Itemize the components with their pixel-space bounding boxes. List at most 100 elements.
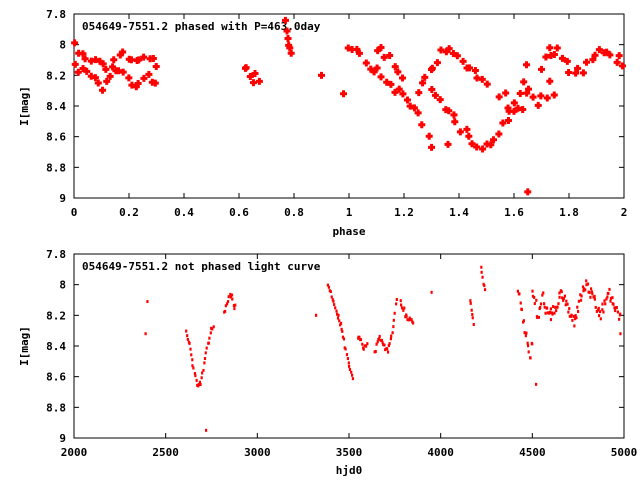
data-point: [351, 373, 354, 377]
data-point: [611, 296, 614, 300]
data-point: [555, 309, 558, 313]
data-point: [557, 302, 560, 306]
y-axis-label: I[mag]: [18, 326, 31, 366]
data-point: [336, 312, 339, 316]
data-point: [189, 347, 192, 351]
data-point: [134, 79, 142, 87]
y-tick-label: 8.2: [46, 69, 66, 82]
data-point: [400, 306, 404, 310]
data-point: [191, 364, 194, 368]
x-tick-label: 0.2: [119, 206, 139, 219]
data-point: [391, 88, 399, 96]
data-point: [347, 364, 351, 368]
data-point: [377, 73, 385, 81]
data-point: [473, 74, 481, 82]
data-point: [377, 44, 385, 52]
data-point: [383, 343, 386, 347]
data-point: [394, 68, 402, 76]
data-point: [419, 79, 427, 87]
data-point: [225, 302, 229, 306]
data-point: [202, 368, 205, 372]
x-tick-label: 2500: [152, 446, 179, 459]
data-point: [374, 349, 377, 353]
data-point: [520, 78, 528, 86]
y-tick-label: 8.6: [46, 131, 66, 144]
data-point: [350, 370, 353, 374]
data-point: [483, 140, 491, 148]
data-point: [200, 376, 203, 380]
data-point: [374, 47, 382, 55]
data-point: [373, 64, 381, 72]
data-point: [92, 56, 100, 64]
data-point: [414, 109, 422, 117]
data-point: [281, 16, 289, 24]
data-point: [359, 338, 363, 342]
data-point: [140, 53, 148, 61]
data-point: [425, 132, 433, 140]
data-point: [469, 301, 472, 305]
data-point: [487, 141, 495, 149]
data-point: [520, 308, 523, 312]
data-point: [404, 315, 407, 319]
plot-frame: [73, 253, 625, 439]
data-point: [612, 302, 615, 306]
data-point: [96, 57, 104, 65]
data-point: [224, 309, 227, 313]
data-point: [543, 302, 546, 306]
data-point: [550, 50, 558, 58]
data-point: [459, 57, 467, 65]
data-point: [188, 341, 191, 345]
x-tick-label: 1: [346, 206, 353, 219]
data-point: [536, 315, 539, 319]
data-point: [393, 311, 396, 315]
y-tick-label: 9: [59, 192, 66, 205]
data-point: [336, 316, 340, 320]
data-point: [483, 288, 487, 292]
data-point: [558, 54, 566, 62]
data-point: [603, 48, 611, 56]
data-point: [229, 292, 232, 296]
data-point: [495, 130, 503, 138]
data-point: [127, 56, 135, 64]
data-point: [94, 79, 102, 87]
data-point: [562, 296, 565, 300]
data-point: [344, 44, 352, 52]
data-point: [392, 325, 395, 329]
data-point: [606, 295, 609, 299]
data-point: [195, 378, 198, 382]
y-tick-label: 8.2: [46, 309, 66, 322]
data-point: [615, 305, 618, 309]
data-point: [431, 91, 439, 99]
data-point: [186, 334, 189, 338]
data-point: [193, 372, 197, 376]
data-point: [561, 296, 564, 300]
data-point: [229, 295, 232, 299]
data-point: [450, 111, 458, 119]
data-point: [585, 279, 588, 283]
data-point: [410, 104, 418, 112]
data-point: [409, 317, 412, 321]
data-point: [535, 298, 538, 302]
data-point: [470, 308, 473, 312]
data-point: [378, 334, 381, 338]
data-point: [502, 89, 510, 97]
data-point: [407, 318, 411, 322]
data-point: [348, 45, 356, 53]
data-point: [510, 99, 518, 107]
data-point: [568, 307, 571, 311]
data-point: [415, 89, 423, 97]
data-point: [192, 366, 195, 370]
data-point: [453, 52, 461, 60]
data-point: [565, 299, 568, 303]
data-point: [605, 297, 608, 301]
data-point: [531, 289, 534, 293]
data-point: [473, 143, 481, 151]
data-point: [565, 69, 573, 77]
data-point: [375, 342, 378, 346]
data-point: [597, 306, 600, 310]
data-point: [558, 291, 561, 295]
data-point: [332, 299, 335, 303]
x-tick-label: 0.6: [229, 206, 249, 219]
data-point: [564, 303, 567, 307]
data-point: [541, 293, 544, 297]
